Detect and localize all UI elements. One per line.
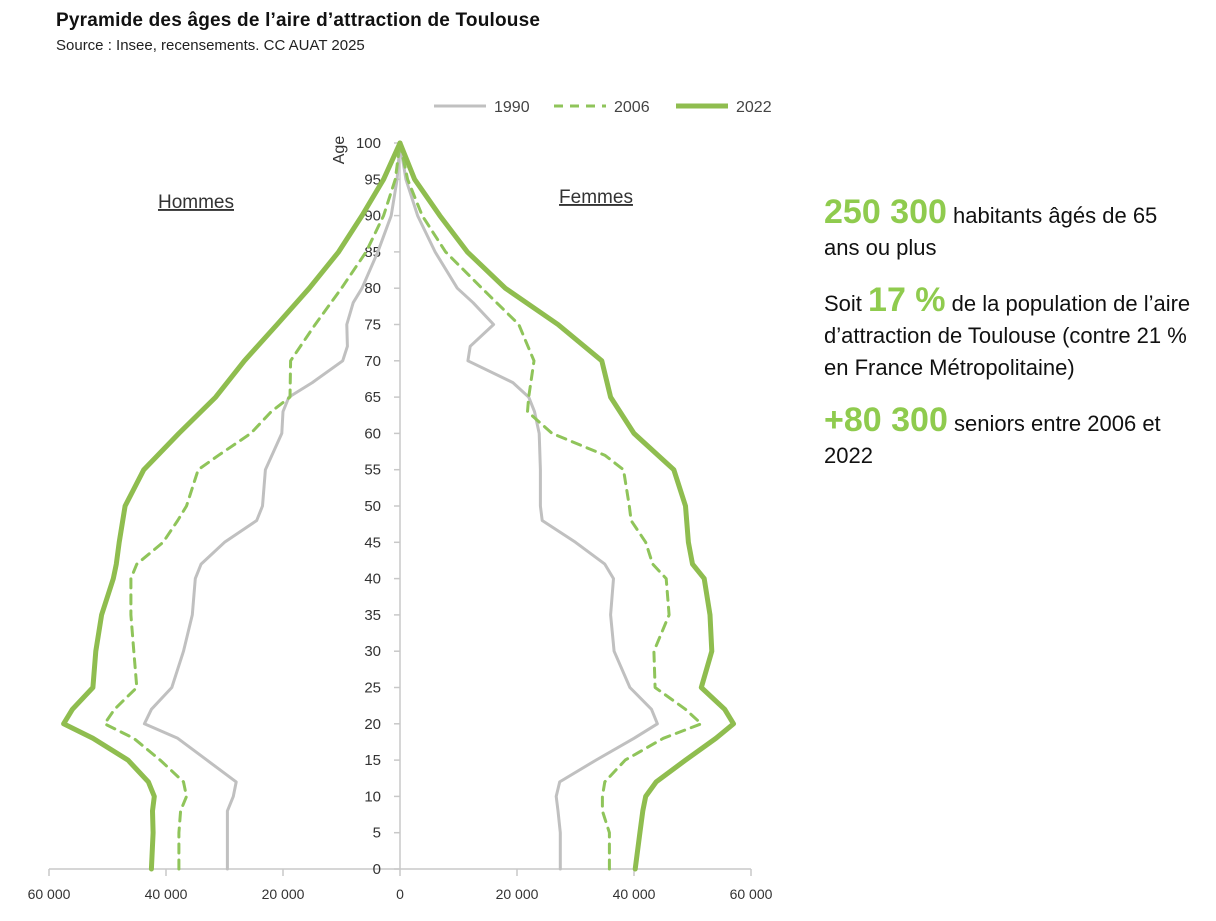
legend: 1990 2006 2022 [434, 99, 772, 116]
y-tick-label: 45 [364, 534, 381, 551]
chart-source: Source : Insee, recensements. CC AUAT 20… [56, 37, 365, 54]
stat-share-prefix: Soit [824, 291, 869, 316]
y-tick-label: 75 [364, 317, 381, 334]
key-figures-panel: 250 300 habitants âgés de 65 ans ou plus… [824, 193, 1194, 492]
series-1990-femmes [398, 141, 659, 871]
label-hommes: Hommes [158, 192, 234, 213]
series-2006-femmes [398, 141, 703, 871]
stat-seniors-share: Soit 17 % de la population de l’aire d’a… [824, 281, 1194, 384]
stat-share-text: de la population de l’aire d’attraction … [824, 291, 1191, 380]
y-tick-label: 60 [364, 425, 381, 442]
series-1990-hommes [142, 141, 402, 871]
stat-seniors-text: habitants âgés de 65 ans ou plus [824, 203, 1158, 260]
x-tick-label: 40 000 [145, 886, 188, 902]
stat-seniors-value: 250 300 [824, 193, 947, 231]
y-tick-label: 35 [364, 607, 381, 624]
legend-label-2006: 2006 [614, 99, 650, 116]
stat-growth-text: seniors entre 2006 et 2022 [824, 411, 1161, 468]
x-tick-label: 40 000 [613, 886, 656, 902]
y-tick-label: 70 [364, 353, 381, 370]
y-tick-label: 55 [364, 462, 381, 479]
y-tick-label: 40 [364, 571, 381, 588]
y-axis-label: Age [331, 136, 348, 165]
y-tick-label: 0 [373, 861, 381, 878]
x-tick-label: 0 [396, 886, 404, 902]
series-layer [61, 140, 736, 872]
population-pyramid-chart: 60 000 40 000 20 000 0 20 000 40 000 60 000 0 5 1… [28, 99, 773, 902]
stat-seniors-growth: +80 300 seniors entre 2006 et 2022 [824, 401, 1194, 472]
y-tick-label: 100 [356, 135, 381, 152]
y-tick-label: 65 [364, 389, 381, 406]
axis-layer: 60 000 40 000 20 000 0 20 000 40 000 60 000 0 5 1… [28, 135, 773, 902]
stat-seniors-count: 250 300 habitants âgés de 65 ans ou plus [824, 193, 1194, 264]
y-tick-label: 50 [364, 498, 381, 515]
stat-share-value: 17 % [868, 281, 946, 319]
chart-title: Pyramide des âges de l’aire d’attraction… [56, 10, 541, 31]
y-tick-label: 80 [364, 280, 381, 297]
y-tick-label: 25 [364, 680, 381, 697]
y-tick-label: 95 [364, 171, 381, 188]
legend-label-1990: 1990 [494, 99, 530, 116]
series-2022-femmes [397, 140, 736, 872]
x-tick-label: 20 000 [262, 886, 305, 902]
y-tick-label: 30 [364, 643, 381, 660]
series-2006-hommes [103, 141, 402, 871]
y-tick-label: 20 [364, 716, 381, 733]
y-tick-label: 90 [364, 208, 381, 225]
series-2022-hommes [61, 140, 403, 872]
x-tick-label: 60 000 [730, 886, 773, 902]
legend-label-2022: 2022 [736, 99, 772, 116]
y-tick-label: 10 [364, 788, 381, 805]
label-femmes: Femmes [559, 187, 633, 208]
x-tick-label: 20 000 [496, 886, 539, 902]
y-tick-label: 15 [364, 752, 381, 769]
stat-growth-value: +80 300 [824, 401, 948, 439]
x-tick-label: 60 000 [28, 886, 71, 902]
y-tick-label: 5 [373, 825, 381, 842]
